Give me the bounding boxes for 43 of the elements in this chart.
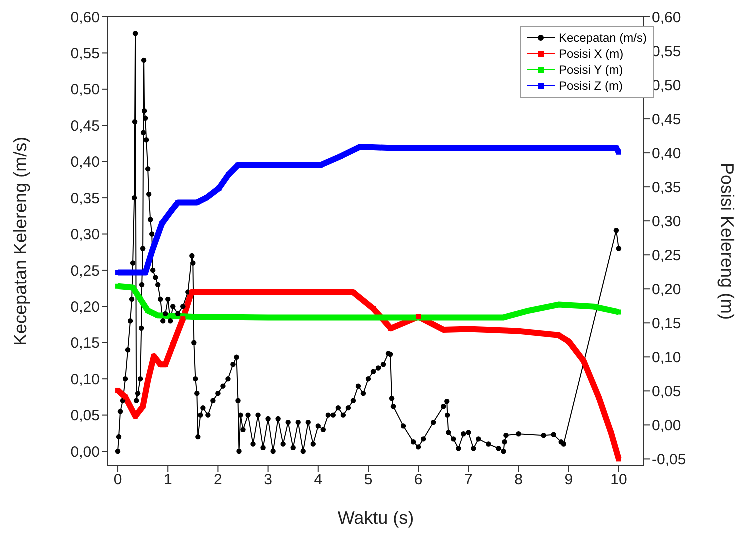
y-tick-label: 0,05 [70,408,100,425]
y2-tick-label: 0,40 [652,145,682,162]
y2-axis-title: Posisi Kelereng (m) [718,162,738,320]
legend-label: Posisi Y (m) [558,62,624,78]
y2-tick-label: 0,10 [652,349,682,366]
y-tick-label: 0,00 [70,444,100,461]
y2-tick-label: -0,05 [652,452,686,469]
x-tick-label: 4 [314,472,323,489]
x-tick-label: 8 [514,472,523,489]
y2-tick-label: 0,25 [652,247,682,264]
x-tick-label: 10 [610,472,628,489]
y-tick-label: 0,30 [70,226,100,244]
x-tick-label: 3 [264,472,272,489]
x-tick-label: 9 [564,472,574,489]
y-tick-label: 0,60 [70,9,100,26]
x-axis-title: Waktu (s) [338,508,414,528]
y2-tick-label: 0,60 [652,9,682,26]
y-tick-label: 0,50 [70,82,100,99]
y-tick-label: 0,20 [70,299,100,316]
y-tick-label: 0,15 [70,335,100,352]
legend-label: Posisi Z (m) [558,78,623,94]
y-axis-title: Kecepatan Kelereng (m/s) [10,136,30,346]
y2-tick-label: 0,00 [652,418,682,435]
y-tick-label: 0,10 [70,371,100,388]
legend-label: Posisi X (m) [558,46,624,62]
x-tick-label: 5 [364,472,373,489]
y-tick-label: 0,55 [70,46,100,63]
y2-tick-label: 0,20 [652,281,682,298]
y2-tick-label: 0,05 [652,383,682,400]
y2-tick-label: 0,15 [652,315,682,332]
y-tick-label: 0,40 [70,154,100,172]
y2-tick-label: 0,35 [652,179,682,196]
x-tick-label: 0 [114,472,122,489]
x-tick-label: 6 [414,472,423,489]
legend-label: Kecepatan (m/s) [558,30,647,46]
y-tick-label: 0,25 [70,262,100,280]
x-tick-label: 1 [164,472,172,489]
x-tick-label: 2 [214,472,222,489]
x-tick-label: 7 [464,472,473,489]
y-tick-label: 0,35 [70,190,100,208]
y2-tick-label: 0,30 [652,213,682,230]
y2-tick-label: 0,45 [652,111,682,128]
y-tick-label: 0,45 [70,118,100,135]
